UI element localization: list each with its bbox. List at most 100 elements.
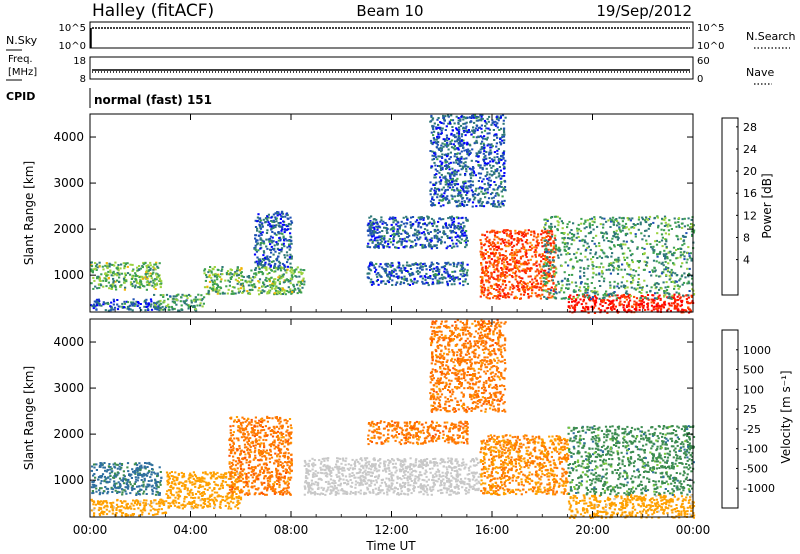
- data-cell: [591, 276, 594, 279]
- data-cell: [480, 205, 484, 207]
- data-cell: [442, 230, 445, 233]
- data-cell: [637, 281, 640, 284]
- data-cell: [436, 118, 439, 121]
- data-cell: [90, 269, 93, 272]
- data-cell: [618, 226, 621, 229]
- data-cell: [617, 221, 620, 224]
- data-cell: [683, 242, 686, 245]
- data-cell: [605, 220, 608, 223]
- data-cell: [449, 225, 452, 228]
- data-cell: [673, 304, 677, 307]
- data-cell: [425, 224, 428, 227]
- data-cell: [146, 472, 149, 475]
- data-cell: [497, 294, 500, 297]
- data-cell: [104, 309, 107, 312]
- data-cell: [454, 169, 457, 172]
- data-cell: [652, 221, 655, 224]
- data-cell: [136, 269, 139, 272]
- data-cell: [611, 252, 614, 255]
- data-cell: [570, 229, 573, 231]
- data-cell: [657, 283, 660, 286]
- data-cell: [493, 134, 496, 137]
- data-cell: [620, 303, 623, 306]
- data-cell: [687, 217, 690, 220]
- data-cell: [455, 242, 458, 245]
- data-cell: [190, 301, 193, 304]
- data-cell: [260, 292, 263, 294]
- data-cell: [550, 235, 554, 238]
- data-cell: [215, 274, 218, 276]
- data-cell: [553, 237, 556, 240]
- data-cell: [267, 238, 270, 241]
- data-cell: [177, 309, 180, 312]
- data-cell: [242, 284, 245, 287]
- data-cell: [457, 117, 460, 119]
- data-cell: [556, 215, 559, 218]
- data-cell: [623, 268, 626, 271]
- data-cell: [557, 280, 560, 283]
- data-cell: [461, 268, 464, 271]
- data-cell: [587, 296, 590, 299]
- data-cell: [609, 300, 612, 303]
- data-cell: [419, 262, 422, 265]
- data-cell: [392, 216, 395, 219]
- data-cell: [601, 305, 604, 307]
- data-cell: [412, 234, 415, 237]
- data-cell: [296, 283, 299, 286]
- data-cell: [497, 119, 500, 122]
- data-cell: [127, 308, 131, 311]
- data-cell: [594, 251, 598, 254]
- data-cell: [497, 193, 500, 196]
- data-cell: [433, 222, 436, 225]
- data-cell: [652, 308, 655, 311]
- data-cell: [617, 266, 621, 269]
- data-cell: [410, 245, 413, 247]
- data-cell: [477, 187, 480, 190]
- data-cell: [461, 204, 464, 206]
- data-cell: [623, 286, 626, 289]
- data-cell: [627, 309, 630, 312]
- data-cell: [254, 261, 257, 264]
- data-cell: [611, 220, 614, 223]
- data-cell: [482, 291, 485, 294]
- data-cell: [268, 260, 271, 263]
- data-cell: [550, 229, 553, 232]
- data-cell: [524, 268, 527, 271]
- data-cell: [91, 270, 94, 273]
- data-cell: [485, 280, 488, 283]
- data-cell: [442, 266, 445, 268]
- data-cell: [108, 287, 111, 290]
- data-cell: [451, 186, 455, 189]
- data-cell: [548, 275, 551, 278]
- data-cell: [136, 281, 139, 284]
- data-cell: [440, 242, 443, 245]
- data-cell: [126, 262, 129, 265]
- data-cell: [371, 221, 374, 224]
- data-cell: [434, 153, 437, 156]
- data-cell: [94, 267, 97, 270]
- data-cell: [570, 258, 573, 261]
- data-cell: [266, 247, 269, 250]
- data-cell: [413, 278, 416, 281]
- data-cell: [641, 298, 644, 301]
- data-cell: [492, 202, 495, 205]
- data-cell: [600, 270, 604, 273]
- power-ylabel: Slant Range [km]: [22, 161, 36, 265]
- data-cell: [479, 199, 482, 202]
- data-cell: [417, 223, 420, 226]
- data-cell: [289, 257, 292, 260]
- data-cell: [472, 126, 475, 129]
- data-cell: [473, 193, 476, 196]
- data-cell: [102, 301, 105, 304]
- data-cell: [439, 238, 442, 241]
- data-cell: [454, 140, 457, 143]
- data-cell: [600, 262, 603, 265]
- data-cell: [663, 255, 666, 257]
- data-cell: [452, 223, 455, 226]
- data-cell: [270, 283, 273, 286]
- data-cell: [396, 225, 399, 228]
- data-cell: [504, 271, 507, 274]
- data-cell: [619, 243, 623, 246]
- data-cell: [492, 296, 495, 299]
- data-cell: [599, 303, 602, 306]
